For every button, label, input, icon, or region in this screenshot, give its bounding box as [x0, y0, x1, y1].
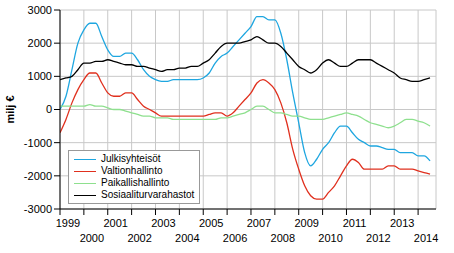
svg-text:2010: 2010	[318, 232, 342, 244]
svg-text:-1000: -1000	[24, 137, 52, 149]
svg-text:1999: 1999	[56, 217, 80, 229]
svg-text:2013: 2013	[390, 217, 414, 229]
svg-text:2005: 2005	[199, 217, 223, 229]
html-text:Valtionhallinto: Valtionhallinto	[101, 165, 163, 176]
svg-text:-2000: -2000	[24, 170, 52, 182]
svg-text:-3000: -3000	[24, 203, 52, 215]
svg-text:1000: 1000	[28, 70, 52, 82]
svg-text:2002: 2002	[127, 232, 151, 244]
html-text:Sosiaaliturvarahastot: Sosiaaliturvarahastot	[101, 189, 195, 200]
svg-text:3000: 3000	[28, 4, 52, 16]
svg-text:2001: 2001	[104, 217, 128, 229]
svg-text:2007: 2007	[247, 217, 271, 229]
svg-text:0: 0	[46, 103, 52, 115]
svg-text:2000: 2000	[28, 37, 52, 49]
svg-text:2009: 2009	[294, 217, 318, 229]
svg-text:milj €: milj €	[8, 95, 16, 123]
html-text:Julkisyhteisöt: Julkisyhteisöt	[101, 153, 161, 164]
svg-text:2004: 2004	[175, 232, 199, 244]
svg-text:2012: 2012	[366, 232, 390, 244]
svg-text:2011: 2011	[343, 217, 367, 229]
svg-text:2006: 2006	[223, 232, 247, 244]
svg-text:2014: 2014	[414, 232, 438, 244]
svg-text:2000: 2000	[80, 232, 104, 244]
html-text:Paikallishallinto: Paikallishallinto	[101, 177, 170, 188]
svg-text:2008: 2008	[271, 232, 295, 244]
svg-text:2003: 2003	[151, 217, 175, 229]
